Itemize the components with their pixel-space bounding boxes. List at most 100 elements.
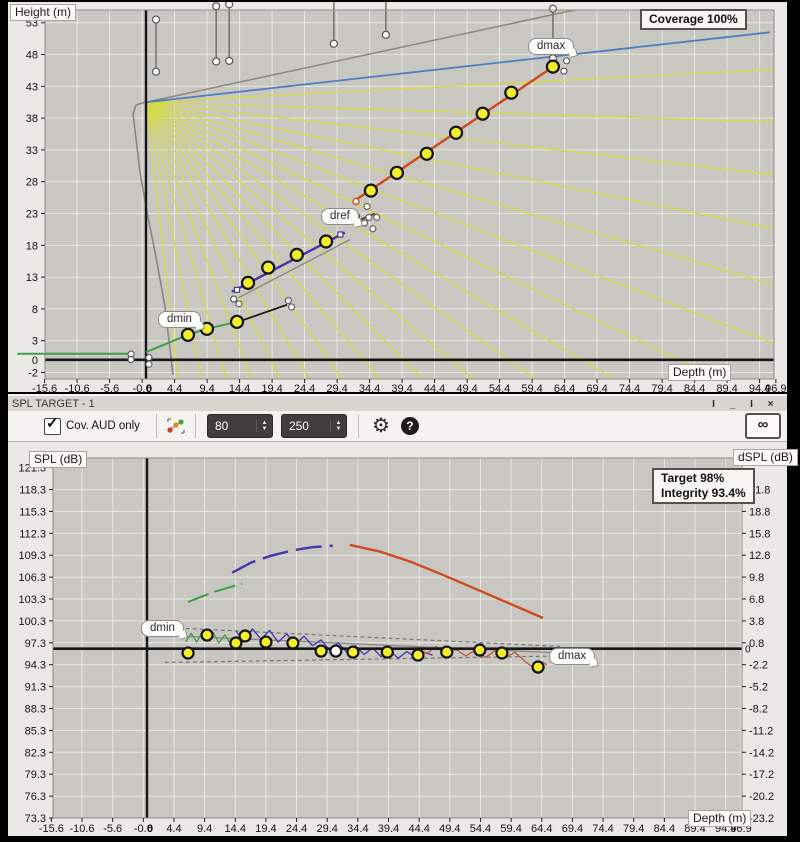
spl-point-marker[interactable] [259,635,273,649]
spl-point-marker[interactable] [314,644,328,658]
y-tick-label: 48 [26,50,38,62]
detection-point-marker[interactable] [504,85,519,100]
string-end-marker [225,56,234,65]
target-percent: Target 98% [661,471,725,485]
spl-point-marker[interactable] [531,660,545,674]
x-tick-label: 54.4 [470,823,491,835]
y-zero-label: 0 [32,355,38,367]
spl-point-marker[interactable] [229,636,243,650]
x-tick-label: 19.4 [255,823,276,835]
pin-window-button[interactable]: I [712,398,715,410]
bottom-plot-area[interactable] [53,458,742,818]
spl-point-marker[interactable] [380,645,394,659]
right-y-tick-label: -2.2 [749,660,768,672]
x-tick-label: 79.4 [651,383,672,392]
dref-handle-top[interactable]: dref [321,208,359,225]
min-freq-value[interactable]: 80 [214,419,229,433]
x-tick-label: 74.4 [619,383,640,392]
min-freq-arrows[interactable]: ▲ ▼ [255,420,272,432]
detection-point-marker[interactable] [389,165,404,180]
x-tick-label: -5.6 [103,823,122,835]
link-views-button[interactable]: ∞ [745,413,781,439]
x-tick-label: 59.4 [521,383,542,392]
spin-down-icon[interactable]: ▼ [261,426,268,432]
settings-gear-icon[interactable]: ⚙ [371,415,390,437]
selected-point-marker[interactable] [329,644,343,658]
spl-point-marker[interactable] [495,646,509,660]
mini-circle-marker [373,213,381,221]
minimize-window-button[interactable]: _ [729,398,736,410]
spl-point-marker[interactable] [200,628,214,642]
spin-down-icon[interactable]: ▼ [335,426,342,432]
cov-aud-only-checkbox[interactable]: ✓ [44,415,61,435]
detection-point-marker[interactable] [229,314,245,329]
x-tick-label: 74.4 [592,823,613,835]
detection-point-marker[interactable] [240,275,256,290]
detection-point-marker[interactable] [363,183,378,198]
spl-point-marker[interactable] [346,645,360,659]
x-tick-label: -15.6 [39,823,64,835]
max-freq-arrows[interactable]: ▲ ▼ [329,420,346,432]
mini-circle-marker [284,297,292,305]
coverage-chart-panel: -15.6 -10.6 -5.6 -0.6 4.4 9.4 14.4 19.4 24.4 29.4… [8,2,787,392]
x-tick-label: 14.4 [225,823,246,835]
detection-point-marker[interactable] [261,260,276,275]
spin-up-icon[interactable]: ▲ [261,420,268,426]
spl-point-marker[interactable] [473,643,487,657]
sonar-beam-line [145,101,774,176]
string-end-marker [212,57,221,66]
x-tick-label: -5.6 [100,383,119,392]
maximize-window-button[interactable]: I [750,398,753,410]
spl-point-marker[interactable] [181,646,195,660]
y-tick-label: 18 [26,240,38,252]
right-y-tick-label: -14.2 [749,747,774,759]
help-button[interactable]: ? [400,417,419,435]
dmax-handle-top[interactable]: dmax [528,38,575,55]
x-tick-label: 9.4 [199,383,214,392]
x-tick-label: 64.4 [531,823,552,835]
spin-up-icon[interactable]: ▲ [335,420,342,426]
x-tick-label: 49.4 [439,823,460,835]
detection-point-marker[interactable] [318,234,334,249]
mini-circle-marker [288,303,296,311]
x-tick-label: 34.4 [347,823,368,835]
spl-point-marker[interactable] [411,648,425,662]
sonar-beam-line [145,101,774,123]
close-window-button[interactable]: × [767,398,774,410]
right-y-tick-label: -23.2 [749,813,774,825]
max-freq-spinner[interactable]: 250 ▲ ▼ [280,414,347,438]
left-y-tick-label: 91.3 [25,682,46,694]
left-y-tick-label: 103.3 [18,594,46,606]
x-tick-label: 24.4 [294,383,315,392]
x-tick-label: 44.4 [408,823,429,835]
spl-point-marker[interactable] [440,645,454,659]
y-tick-label: 3 [32,336,38,348]
detection-point-marker[interactable] [180,327,196,342]
right-y-tick-label: 0.8 [749,638,764,650]
mini-circle-marker [235,300,243,308]
dmax-handle-bottom[interactable]: dmax [549,648,596,665]
gray-parallel-line [237,239,351,299]
coverage-badge: Coverage 100% [640,9,747,30]
left-y-tick-label: 112.3 [19,528,46,540]
level-curve-button[interactable] [164,415,188,437]
dmin-handle-bottom[interactable]: dmin [141,620,184,637]
cov-aud-only-label: Cov. AUD only [66,420,140,432]
dmin-handle-top[interactable]: dmin [158,311,201,328]
spl-point-marker[interactable] [286,636,300,650]
x-tick-label: 34.4 [359,383,380,392]
detection-point-marker[interactable] [475,106,490,121]
sonar-beam-line [145,101,774,345]
detection-point-marker[interactable] [545,59,561,74]
decay-red-curve [349,543,544,620]
detection-point-marker[interactable] [419,146,434,161]
toolbar-separator [194,414,196,438]
mini-circle-marker [562,57,571,65]
detection-point-marker[interactable] [289,247,304,262]
max-freq-value[interactable]: 250 [288,419,309,433]
detection-point-marker[interactable] [448,125,464,140]
min-freq-spinner[interactable]: 80 ▲ ▼ [206,414,273,438]
top-plot-area[interactable] [45,10,774,379]
sonar-beam-line [145,101,537,379]
spl-point-marker[interactable] [238,629,252,643]
